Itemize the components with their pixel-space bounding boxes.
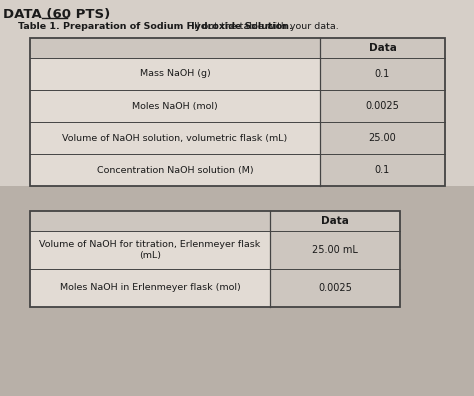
Text: Moles NaOH in Erlenmeyer flask (mol): Moles NaOH in Erlenmeyer flask (mol): [60, 284, 240, 293]
Bar: [30, 211, 400, 307]
Text: Concentration NaOH solution (M): Concentration NaOH solution (M): [97, 166, 253, 175]
Bar: [0, 186, 474, 396]
Text: Volume of NaOH solution, volumetric flask (mL): Volume of NaOH solution, volumetric flas…: [63, 133, 288, 143]
Bar: [30, 211, 400, 231]
Bar: [30, 269, 270, 307]
Bar: [320, 122, 445, 154]
Bar: [30, 58, 320, 90]
Bar: [30, 38, 445, 186]
Bar: [270, 269, 400, 307]
Text: Mass NaOH (g): Mass NaOH (g): [140, 70, 210, 78]
Text: Volume of NaOH for titration, Erlenmeyer flask
(mL): Volume of NaOH for titration, Erlenmeyer…: [39, 240, 261, 260]
Text: 0.0025: 0.0025: [365, 101, 400, 111]
Bar: [30, 38, 445, 58]
Bar: [270, 231, 400, 269]
Bar: [30, 154, 320, 186]
Bar: [30, 231, 270, 269]
Text: 25.00: 25.00: [369, 133, 396, 143]
Text: 0.0025: 0.0025: [318, 283, 352, 293]
Text: Fill out the table with your data.: Fill out the table with your data.: [184, 22, 339, 31]
Bar: [320, 58, 445, 90]
Bar: [320, 90, 445, 122]
Bar: [320, 154, 445, 186]
Text: DATA (60 PTS): DATA (60 PTS): [3, 8, 110, 21]
Text: 25.00 mL: 25.00 mL: [312, 245, 358, 255]
Text: Data: Data: [321, 216, 349, 226]
Text: 0.1: 0.1: [375, 69, 390, 79]
Text: Moles NaOH (mol): Moles NaOH (mol): [132, 101, 218, 110]
Bar: [30, 90, 320, 122]
Text: 0.1: 0.1: [375, 165, 390, 175]
Text: Table 1. Preparation of Sodium Hydroxide Solution.: Table 1. Preparation of Sodium Hydroxide…: [18, 22, 293, 31]
Text: Data: Data: [369, 43, 396, 53]
Bar: [30, 122, 320, 154]
